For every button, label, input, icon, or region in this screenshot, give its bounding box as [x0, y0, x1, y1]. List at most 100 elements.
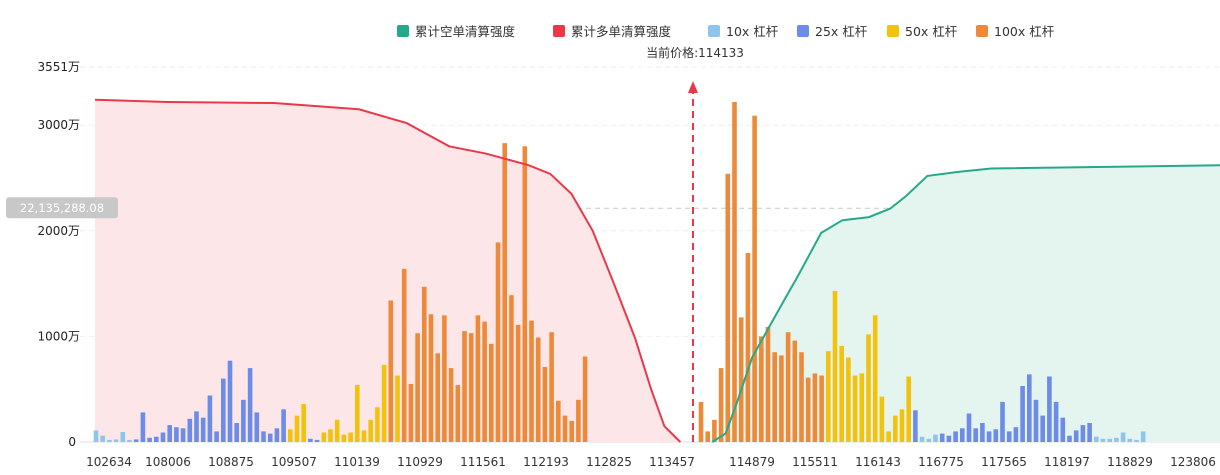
- bar-100x[interactable]: [489, 343, 494, 442]
- bar-25x[interactable]: [1087, 423, 1092, 442]
- bar-10x[interactable]: [926, 438, 932, 442]
- bar-10x[interactable]: [107, 439, 112, 442]
- bar-100x[interactable]: [495, 242, 501, 442]
- bar-100x[interactable]: [576, 399, 581, 442]
- bar-50x[interactable]: [334, 419, 340, 442]
- bar-50x[interactable]: [866, 334, 871, 442]
- bar-100x[interactable]: [442, 315, 447, 442]
- bar-50x[interactable]: [368, 419, 373, 442]
- bar-100x[interactable]: [718, 368, 724, 442]
- bar-100x[interactable]: [698, 401, 704, 442]
- bar-25x[interactable]: [913, 410, 918, 442]
- legend-item-lev50[interactable]: 50x 杠杆: [887, 24, 958, 39]
- bar-25x[interactable]: [1033, 399, 1039, 442]
- bar-25x[interactable]: [221, 378, 226, 442]
- bar-25x[interactable]: [986, 431, 992, 442]
- bar-25x[interactable]: [214, 431, 219, 442]
- bar-10x[interactable]: [919, 436, 925, 442]
- bar-100x[interactable]: [428, 314, 434, 442]
- bar-25x[interactable]: [973, 428, 978, 442]
- bar-25x[interactable]: [174, 427, 179, 442]
- bar-100x[interactable]: [759, 336, 764, 442]
- legend-item-cum_short[interactable]: 累计空单清算强度: [397, 24, 516, 39]
- bar-25x[interactable]: [147, 437, 152, 442]
- bar-25x[interactable]: [194, 411, 199, 442]
- bar-50x[interactable]: [321, 432, 327, 443]
- legend-item-lev100[interactable]: 100x 杠杆: [976, 24, 1055, 39]
- bar-50x[interactable]: [826, 351, 831, 442]
- bar-100x[interactable]: [562, 415, 568, 442]
- bar-100x[interactable]: [468, 333, 474, 442]
- bar-10x[interactable]: [127, 439, 132, 442]
- bar-25x[interactable]: [207, 395, 213, 443]
- bar-100x[interactable]: [712, 419, 717, 442]
- bar-25x[interactable]: [960, 428, 965, 442]
- bar-100x[interactable]: [448, 368, 454, 442]
- bar-25x[interactable]: [140, 412, 146, 442]
- bar-25x[interactable]: [1073, 430, 1079, 442]
- bar-100x[interactable]: [569, 420, 574, 442]
- bar-10x[interactable]: [1127, 438, 1133, 442]
- bar-100x[interactable]: [765, 326, 771, 442]
- bar-100x[interactable]: [475, 315, 481, 442]
- bar-10x[interactable]: [1134, 439, 1139, 442]
- bar-25x[interactable]: [241, 399, 246, 442]
- bar-25x[interactable]: [187, 418, 193, 442]
- bar-25x[interactable]: [247, 368, 253, 442]
- bar-50x[interactable]: [879, 396, 885, 442]
- bar-25x[interactable]: [160, 432, 166, 443]
- bar-25x[interactable]: [1013, 427, 1019, 442]
- bar-100x[interactable]: [415, 333, 420, 442]
- bar-100x[interactable]: [535, 337, 541, 443]
- bar-50x[interactable]: [886, 431, 891, 442]
- bar-25x[interactable]: [1080, 425, 1086, 442]
- bar-25x[interactable]: [1000, 401, 1005, 442]
- bar-10x[interactable]: [1094, 436, 1099, 442]
- bar-100x[interactable]: [779, 355, 784, 442]
- bar-50x[interactable]: [899, 409, 905, 442]
- bar-50x[interactable]: [859, 373, 865, 442]
- bar-100x[interactable]: [785, 332, 791, 442]
- bar-50x[interactable]: [839, 345, 844, 442]
- bar-25x[interactable]: [308, 438, 313, 442]
- bar-25x[interactable]: [1060, 417, 1066, 442]
- bar-25x[interactable]: [1047, 376, 1052, 443]
- bar-25x[interactable]: [234, 423, 239, 442]
- bar-100x[interactable]: [705, 431, 710, 442]
- bar-100x[interactable]: [542, 367, 548, 442]
- bar-100x[interactable]: [462, 331, 467, 442]
- bar-100x[interactable]: [799, 352, 804, 442]
- bar-25x[interactable]: [261, 431, 266, 442]
- bar-25x[interactable]: [1053, 401, 1059, 442]
- bar-25x[interactable]: [966, 413, 972, 443]
- legend-item-cum_long[interactable]: 累计多单清算强度: [553, 24, 672, 39]
- bar-25x[interactable]: [154, 436, 159, 442]
- bar-50x[interactable]: [906, 376, 911, 443]
- bar-25x[interactable]: [254, 412, 260, 442]
- bar-50x[interactable]: [328, 429, 333, 442]
- bar-25x[interactable]: [133, 439, 139, 442]
- bar-25x[interactable]: [946, 435, 952, 442]
- bar-50x[interactable]: [355, 385, 360, 442]
- bar-100x[interactable]: [812, 373, 818, 442]
- bar-10x[interactable]: [93, 430, 99, 442]
- bar-100x[interactable]: [515, 324, 521, 442]
- bar-25x[interactable]: [281, 409, 286, 442]
- bar-25x[interactable]: [993, 429, 999, 442]
- bar-10x[interactable]: [933, 434, 938, 442]
- bar-100x[interactable]: [805, 377, 811, 442]
- bar-50x[interactable]: [395, 375, 400, 443]
- bar-100x[interactable]: [582, 356, 588, 443]
- bar-100x[interactable]: [732, 102, 737, 442]
- bar-100x[interactable]: [772, 352, 777, 442]
- bar-10x[interactable]: [100, 435, 105, 442]
- bar-50x[interactable]: [301, 404, 306, 442]
- bar-100x[interactable]: [388, 300, 394, 443]
- bar-100x[interactable]: [549, 332, 554, 442]
- bar-100x[interactable]: [792, 340, 798, 442]
- bar-10x[interactable]: [1100, 438, 1106, 442]
- bar-50x[interactable]: [361, 430, 367, 442]
- bar-100x[interactable]: [725, 173, 731, 443]
- bar-10x[interactable]: [120, 432, 126, 442]
- bar-100x[interactable]: [435, 353, 440, 442]
